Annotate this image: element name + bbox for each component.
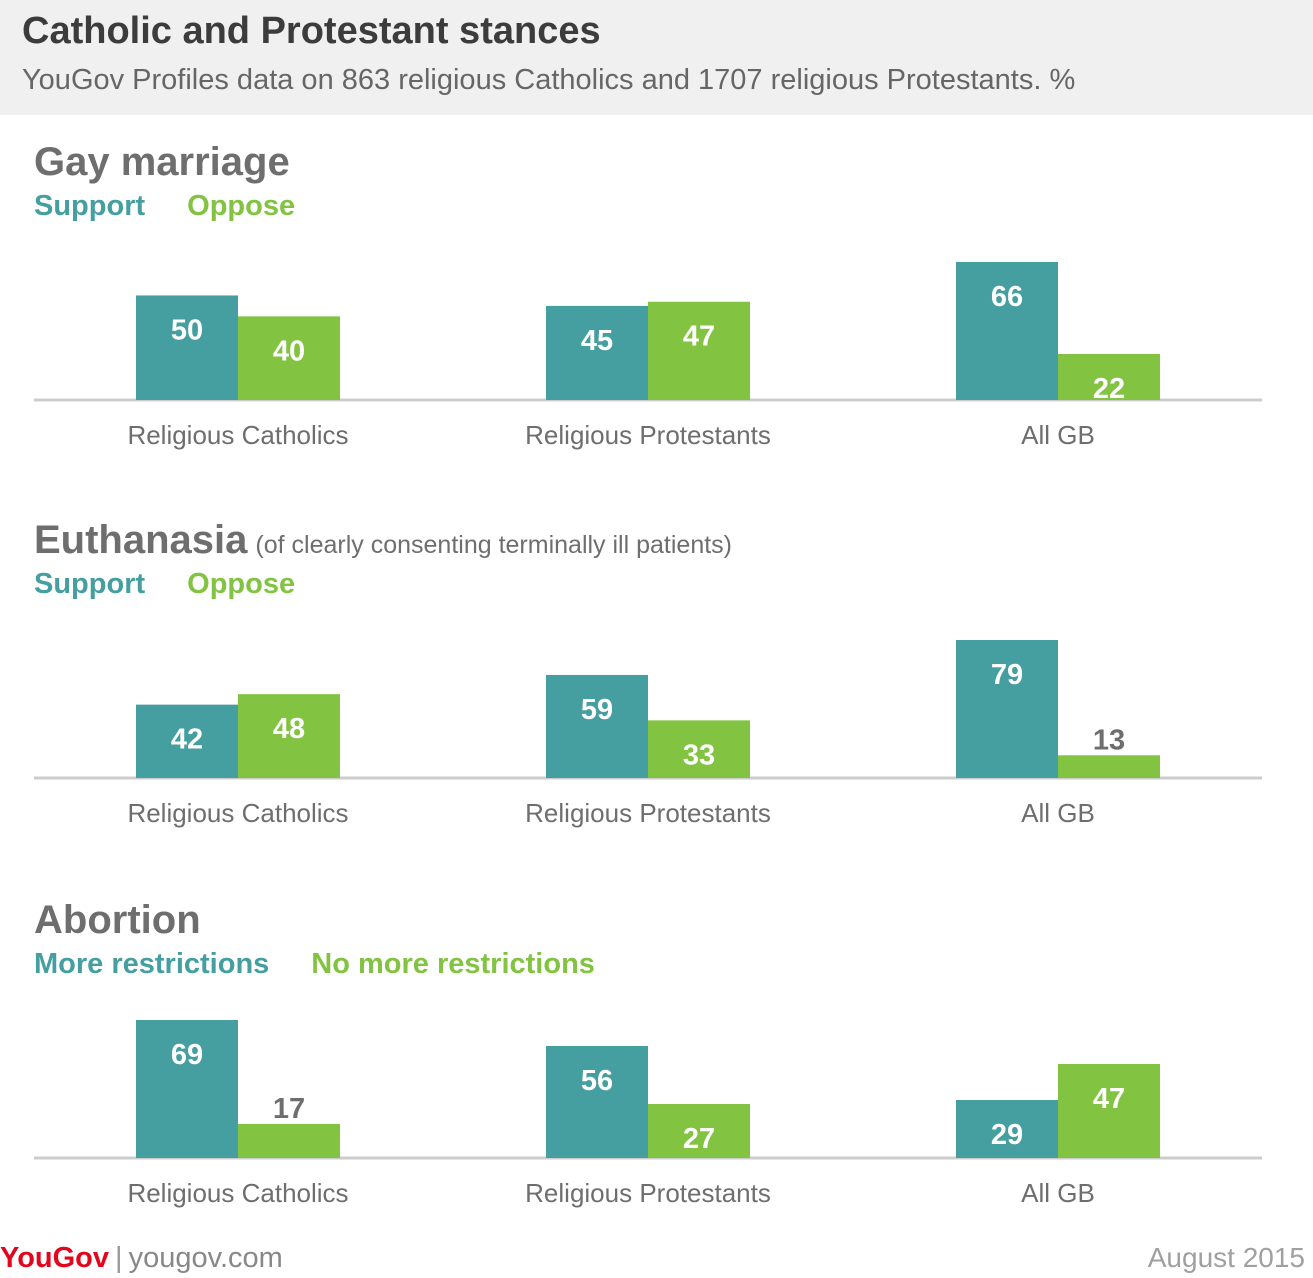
chart-title: Euthanasia (of clearly consenting termina… <box>34 518 732 563</box>
category-label: Religious Catholics <box>127 798 348 828</box>
data-label: 59 <box>581 694 613 726</box>
category-label: Religious Protestants <box>525 1178 771 1208</box>
category-label: All GB <box>1021 798 1095 828</box>
bar <box>956 1100 1058 1158</box>
data-label: 66 <box>991 281 1023 313</box>
chart-title-text: Euthanasia <box>34 518 248 562</box>
data-label: 50 <box>171 314 203 346</box>
bar <box>1058 1064 1160 1158</box>
chart-legend: Support Oppose <box>34 190 337 223</box>
data-label: 29 <box>991 1119 1023 1151</box>
data-label: 79 <box>991 659 1023 691</box>
data-label: 47 <box>683 321 715 353</box>
logo-you: You <box>0 1242 53 1274</box>
chart-legend: Support Oppose <box>34 568 337 601</box>
chart-title: Abortion <box>34 898 209 943</box>
chart-note: (of clearly consenting terminally ill pa… <box>255 531 732 559</box>
bar <box>648 301 750 400</box>
bar <box>546 305 648 400</box>
logo-gov: Gov <box>52 1242 110 1274</box>
legend-item-series-2: Oppose <box>187 190 296 222</box>
data-label: 47 <box>1093 1083 1125 1115</box>
data-label: 48 <box>273 713 305 745</box>
bar <box>238 1124 340 1158</box>
chart-plot: 42 48 Religious Catholics 59 33 Religious Pro… <box>34 640 1262 828</box>
legend-item-series-1: Support <box>34 190 146 222</box>
chart-title-text: Abortion <box>34 898 201 942</box>
chart-plot: 69 17 Religious Catholics 56 27 Religious Pro… <box>34 1020 1262 1208</box>
category-label: Religious Catholics <box>127 420 348 450</box>
data-label: 27 <box>683 1123 715 1155</box>
chart-legend: More restrictions No more restrictions <box>34 948 637 981</box>
bar <box>546 674 648 778</box>
legend-item-series-1: More restrictions <box>34 948 270 980</box>
page-title: Catholic and Protestant stances <box>22 10 601 52</box>
bar <box>136 704 238 778</box>
chart-title: Gay marriage <box>34 140 298 185</box>
bar <box>238 316 340 400</box>
category-label: Religious Protestants <box>525 420 771 450</box>
data-label: 42 <box>171 724 203 756</box>
chart-title-text: Gay marriage <box>34 140 290 184</box>
footer-date: August 2015 <box>1147 1242 1305 1273</box>
data-label: 33 <box>683 739 715 771</box>
footer-logo: YouGov | yougov.com <box>0 1242 283 1275</box>
chart-plot: 50 40 Religious Catholics 45 47 Religious Pro… <box>34 262 1262 450</box>
bar <box>1058 354 1160 400</box>
page-subtitle: YouGov Profiles data on 863 religious Ca… <box>22 64 1076 96</box>
data-label: 69 <box>171 1039 203 1071</box>
bar <box>956 640 1058 778</box>
chart-panel-euthanasia: Euthanasia (of clearly consenting termina… <box>0 518 1313 858</box>
data-label: 17 <box>273 1093 305 1125</box>
bar <box>238 694 340 778</box>
data-label: 13 <box>1093 724 1125 756</box>
data-label: 22 <box>1093 373 1125 405</box>
data-label: 56 <box>581 1065 613 1097</box>
category-label: Religious Protestants <box>525 798 771 828</box>
category-label: All GB <box>1021 1178 1095 1208</box>
chart-panel-gay-marriage: Gay marriage Support Oppose 50 40 Religious… <box>0 140 1313 480</box>
bar <box>648 1104 750 1158</box>
data-label: 40 <box>273 335 305 367</box>
bar <box>956 262 1058 400</box>
bar <box>648 720 750 778</box>
data-label: 45 <box>581 325 613 357</box>
chart-panel-abortion: Abortion More restrictions No more restri… <box>0 898 1313 1238</box>
footer-site: yougov.com <box>128 1242 283 1274</box>
bar <box>1058 755 1160 778</box>
header: Catholic and Protestant stances YouGov P… <box>0 0 1313 115</box>
bar <box>136 1020 238 1158</box>
bar <box>136 295 238 400</box>
bar <box>546 1046 648 1158</box>
legend-item-series-1: Support <box>34 568 146 600</box>
footer-separator: | <box>115 1242 123 1274</box>
legend-item-series-2: Oppose <box>187 568 296 600</box>
category-label: Religious Catholics <box>127 1178 348 1208</box>
category-label: All GB <box>1021 420 1095 450</box>
legend-item-series-2: No more restrictions <box>311 948 595 980</box>
